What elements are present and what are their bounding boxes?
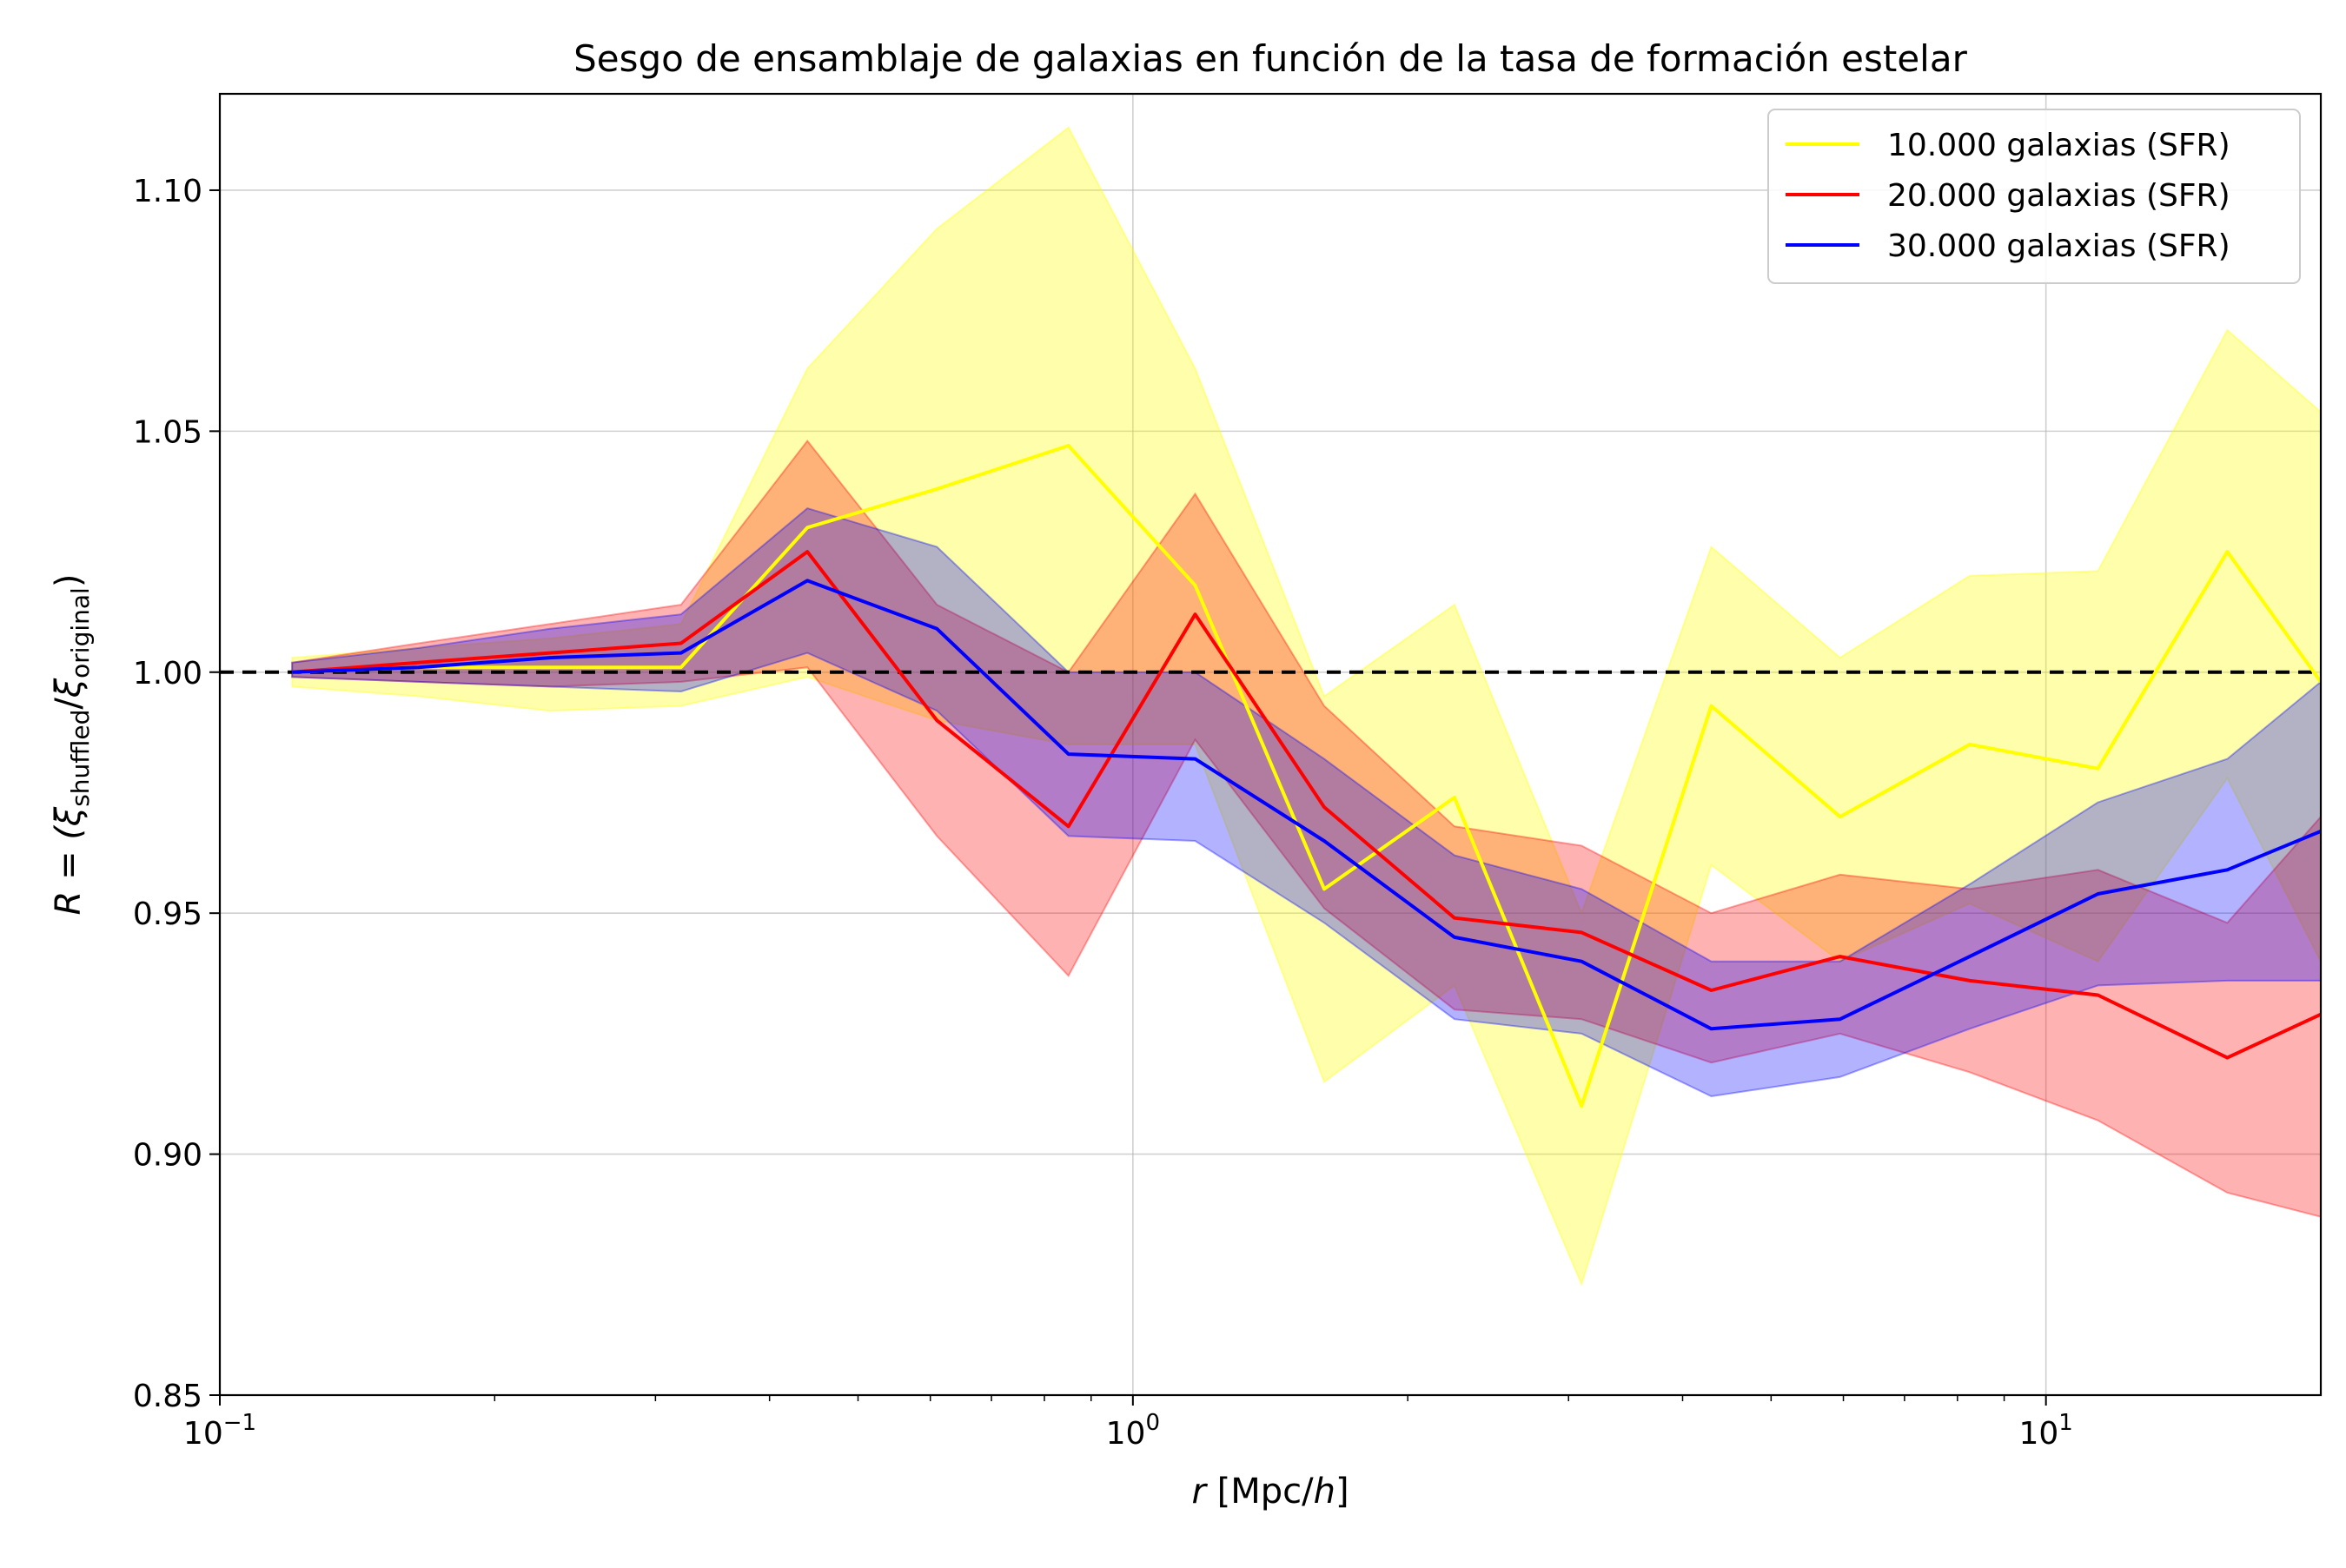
y-axis-ticks: 0.85 0.90 0.95 1.00 1.05 1.10 xyxy=(133,174,220,1414)
y-axis-label-close: ) xyxy=(49,574,89,588)
x-axis-label-unit: [Mpc/ xyxy=(1206,1472,1314,1512)
y-tick-label: 1.05 xyxy=(133,414,202,450)
series-line xyxy=(292,444,2321,1108)
y-axis-label-prefix: R = ( xyxy=(49,824,89,916)
y-tick-label: 0.90 xyxy=(133,1138,202,1174)
series-lines xyxy=(292,444,2321,1108)
x-tick-base: 10 xyxy=(183,1416,223,1452)
x-axis-ticks: 10−1 100 101 xyxy=(183,1395,2073,1452)
x-tick-base: 10 xyxy=(1106,1416,1146,1452)
x-tick-label: 100 xyxy=(1106,1410,1160,1452)
series-line xyxy=(292,579,2321,1031)
series-line xyxy=(292,550,2321,1060)
error-band xyxy=(291,126,2321,1287)
x-axis-label-unit-var: h xyxy=(1314,1472,1335,1512)
x-tick-exponent: 0 xyxy=(1145,1410,1160,1436)
legend-item: 30.000 galaxias (SFR) xyxy=(1786,228,2230,264)
error-band xyxy=(291,506,2321,1098)
x-axis-label-close: ] xyxy=(1335,1472,1349,1512)
x-axis-minor-ticks xyxy=(494,1395,2005,1401)
legend-item: 10.000 galaxias (SFR) xyxy=(1786,128,2230,163)
legend-box xyxy=(1767,109,2301,284)
y-tick-label: 1.10 xyxy=(133,174,202,209)
y-tick-label: 0.95 xyxy=(133,896,202,932)
legend-label: 10.000 galaxias (SFR) xyxy=(1887,128,2230,163)
y-axis-label-sub1: shuffled xyxy=(66,710,95,807)
y-tick-label: 1.00 xyxy=(133,656,202,691)
y-axis-label-slash: / xyxy=(49,698,89,710)
legend-label: 30.000 galaxias (SFR) xyxy=(1887,228,2230,264)
y-axis-label: R = (ξshuffled/ξoriginal) xyxy=(49,574,95,916)
y-axis-label-sub2: original xyxy=(66,587,95,678)
y-axis-label-xi2: ξ xyxy=(49,678,89,698)
plot-frame xyxy=(218,92,2323,1397)
x-tick-exponent: 1 xyxy=(2058,1410,2073,1436)
x-tick-label: 101 xyxy=(2018,1410,2072,1452)
x-tick-label: 10−1 xyxy=(183,1410,256,1452)
chart-title: Sesgo de ensamblaje de galaxias en funci… xyxy=(573,37,1967,80)
legend-item: 20.000 galaxias (SFR) xyxy=(1786,178,2230,214)
legend: 10.000 galaxias (SFR) 20.000 galaxias (SF… xyxy=(1767,109,2301,284)
x-axis-label: r [Mpc/h] xyxy=(1191,1472,1349,1512)
y-tick-label: 0.85 xyxy=(133,1379,202,1414)
x-tick-exponent: −1 xyxy=(223,1410,256,1436)
y-axis-label-xi1: ξ xyxy=(49,806,89,827)
x-axis-label-var: r xyxy=(1191,1472,1208,1512)
x-tick-base: 10 xyxy=(2018,1416,2058,1452)
legend-label: 20.000 galaxias (SFR) xyxy=(1887,178,2230,214)
